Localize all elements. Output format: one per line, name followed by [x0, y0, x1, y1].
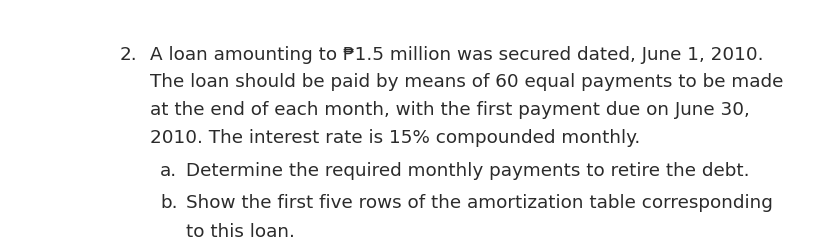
Text: to this loan.: to this loan.	[185, 223, 294, 241]
Text: 2010. The interest rate is 15% compounded monthly.: 2010. The interest rate is 15% compounde…	[150, 129, 639, 147]
Text: The loan should be paid by means of 60 equal payments to be made: The loan should be paid by means of 60 e…	[150, 73, 782, 91]
Text: a.: a.	[160, 162, 177, 180]
Text: A loan amounting to ₱1.5 million was secured dated, June 1, 2010.: A loan amounting to ₱1.5 million was sec…	[150, 46, 762, 64]
Text: 2.: 2.	[119, 46, 137, 64]
Text: b.: b.	[160, 194, 177, 212]
Text: Show the first five rows of the amortization table corresponding: Show the first five rows of the amortiza…	[185, 194, 772, 212]
Text: at the end of each month, with the first payment due on June 30,: at the end of each month, with the first…	[150, 101, 748, 119]
Text: Determine the required monthly payments to retire the debt.: Determine the required monthly payments …	[185, 162, 748, 180]
